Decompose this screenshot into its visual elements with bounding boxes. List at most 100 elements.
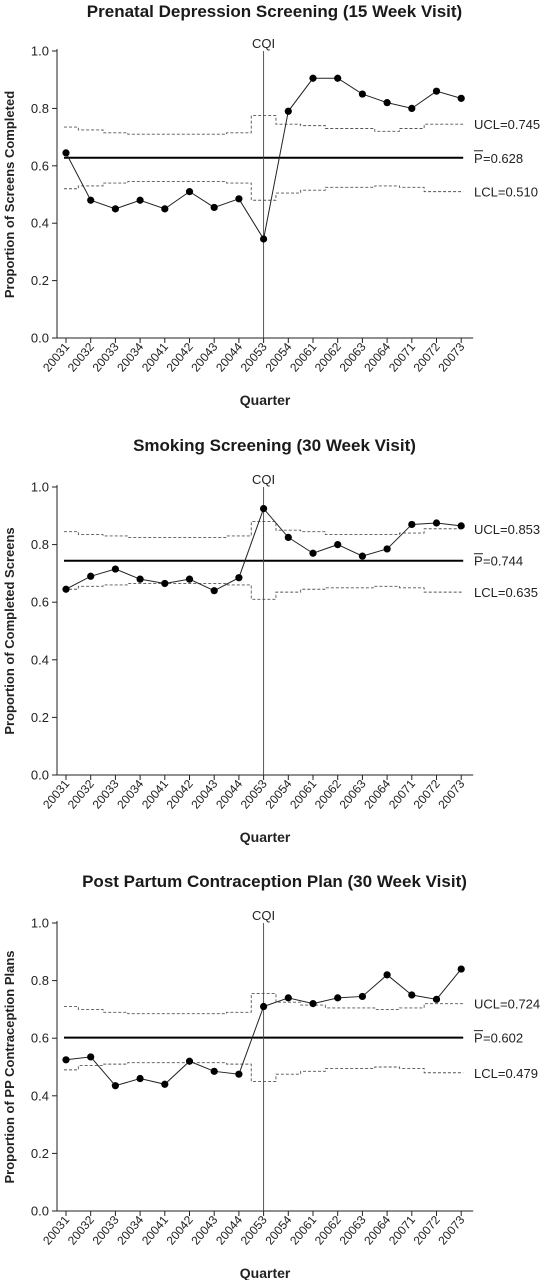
data-point [87, 196, 95, 204]
x-tick-label: 20041 [139, 777, 171, 812]
x-tick-label: 20071 [386, 1213, 418, 1248]
data-point [210, 1067, 218, 1075]
cqi-label: CQI [252, 472, 275, 487]
x-tick-label: 20062 [312, 340, 344, 375]
x-tick-label: 20042 [164, 340, 196, 375]
data-point [284, 994, 292, 1002]
lcl-line [64, 583, 464, 600]
control-chart-3: 0.00.20.40.60.81.02003120032200332003420… [2, 908, 540, 1280]
data-point [185, 1057, 194, 1065]
data-point [136, 196, 144, 204]
chart-title: Prenatal Depression Screening (15 Week V… [86, 2, 463, 21]
x-tick-label: 20071 [386, 340, 418, 375]
data-point [62, 1056, 70, 1064]
y-axis-label: Proportion of Completed Screens [2, 527, 17, 734]
x-tick-label: 20042 [164, 777, 196, 812]
data-point [383, 99, 391, 107]
x-tick-label: 20061 [287, 777, 319, 812]
x-tick-label: 20054 [262, 1213, 294, 1248]
x-tick-label: 20054 [262, 340, 294, 375]
x-tick-label: 20033 [90, 340, 122, 375]
lcl-label: LCL=0.635 [474, 585, 538, 600]
y-tick-label: 0.8 [31, 537, 49, 552]
data-point [408, 991, 416, 999]
x-tick-label: 20034 [114, 1213, 146, 1248]
x-tick-label: 20044 [213, 340, 245, 375]
data-point [457, 94, 465, 102]
x-tick-label: 20053 [238, 340, 270, 375]
x-tick-label: 20064 [361, 340, 393, 375]
center-label: =0.628 [483, 151, 523, 166]
ucl-line [64, 993, 464, 1015]
y-tick-label: 0.4 [31, 1088, 49, 1103]
data-point [432, 995, 441, 1003]
y-tick-label: 1.0 [31, 44, 49, 59]
lcl-line [64, 181, 464, 201]
data-point [161, 579, 169, 588]
data-point [136, 1074, 144, 1083]
x-tick-label: 20043 [188, 777, 220, 812]
y-tick-label: 1.0 [31, 916, 49, 931]
x-tick-label: 20064 [361, 1213, 393, 1248]
x-tick-label: 20061 [287, 340, 319, 375]
chart-panel-1: Prenatal Depression Screening (15 Week V… [0, 0, 549, 420]
x-axis-label: Quarter [240, 392, 291, 408]
x-tick-label: 20044 [213, 777, 245, 812]
x-tick-label: 20043 [188, 1213, 220, 1248]
data-point [383, 971, 391, 979]
y-tick-label: 0.2 [31, 273, 49, 288]
x-tick-label: 20032 [65, 340, 97, 375]
x-tick-label: 20041 [139, 340, 171, 375]
y-tick-label: 0.4 [31, 216, 49, 231]
x-tick-label: 20063 [337, 1213, 369, 1248]
x-tick-label: 20063 [337, 340, 369, 375]
data-point [358, 992, 366, 1001]
chart-title: Post Partum Contraception Plan (30 Week … [82, 872, 467, 891]
data-point [111, 205, 119, 213]
lcl-line [64, 1062, 464, 1082]
data-point [408, 520, 416, 529]
data-point [457, 522, 465, 530]
ucl-label: UCL=0.745 [474, 117, 540, 132]
data-point [260, 505, 268, 513]
x-tick-label: 20053 [238, 1213, 270, 1248]
data-point [62, 149, 70, 157]
data-point [260, 235, 268, 243]
data-point [383, 545, 391, 553]
x-tick-label: 20034 [114, 340, 146, 375]
data-point [185, 575, 194, 583]
y-tick-label: 0.0 [31, 1204, 49, 1219]
x-tick-label: 20041 [139, 1213, 171, 1248]
center-label: =0.744 [483, 554, 523, 569]
y-tick-label: 0.4 [31, 652, 49, 667]
x-tick-label: 20042 [164, 1213, 196, 1248]
data-point [408, 104, 416, 112]
ucl-label: UCL=0.853 [474, 522, 540, 537]
x-tick-label: 20034 [114, 777, 146, 812]
x-tick-label: 20044 [213, 1213, 245, 1248]
x-tick-label: 20053 [238, 777, 270, 812]
center-label: =0.602 [483, 1031, 523, 1046]
data-point [432, 519, 441, 527]
cqi-label: CQI [252, 36, 275, 51]
data-point [334, 74, 342, 82]
y-tick-label: 0.0 [31, 768, 49, 783]
data-point [309, 1000, 317, 1008]
x-axis-label: Quarter [240, 1265, 291, 1280]
x-tick-label: 20064 [361, 777, 393, 812]
y-tick-label: 0.0 [31, 331, 49, 346]
x-tick-label: 20033 [90, 1213, 122, 1248]
data-point [210, 203, 218, 212]
x-tick-label: 20072 [411, 1213, 443, 1248]
x-tick-label: 20062 [312, 1213, 344, 1248]
x-tick-label: 20073 [435, 777, 467, 812]
data-point [309, 74, 317, 82]
y-axis-label: Proportion of PP Contraception Plans [2, 950, 17, 1183]
x-tick-label: 20033 [90, 777, 122, 812]
data-point [432, 87, 441, 95]
y-tick-label: 0.6 [31, 1031, 49, 1046]
y-axis-label: Proportion of Screens Completed [2, 91, 17, 298]
data-point [358, 90, 366, 98]
data-point [111, 1082, 119, 1090]
data-point [260, 1002, 268, 1011]
